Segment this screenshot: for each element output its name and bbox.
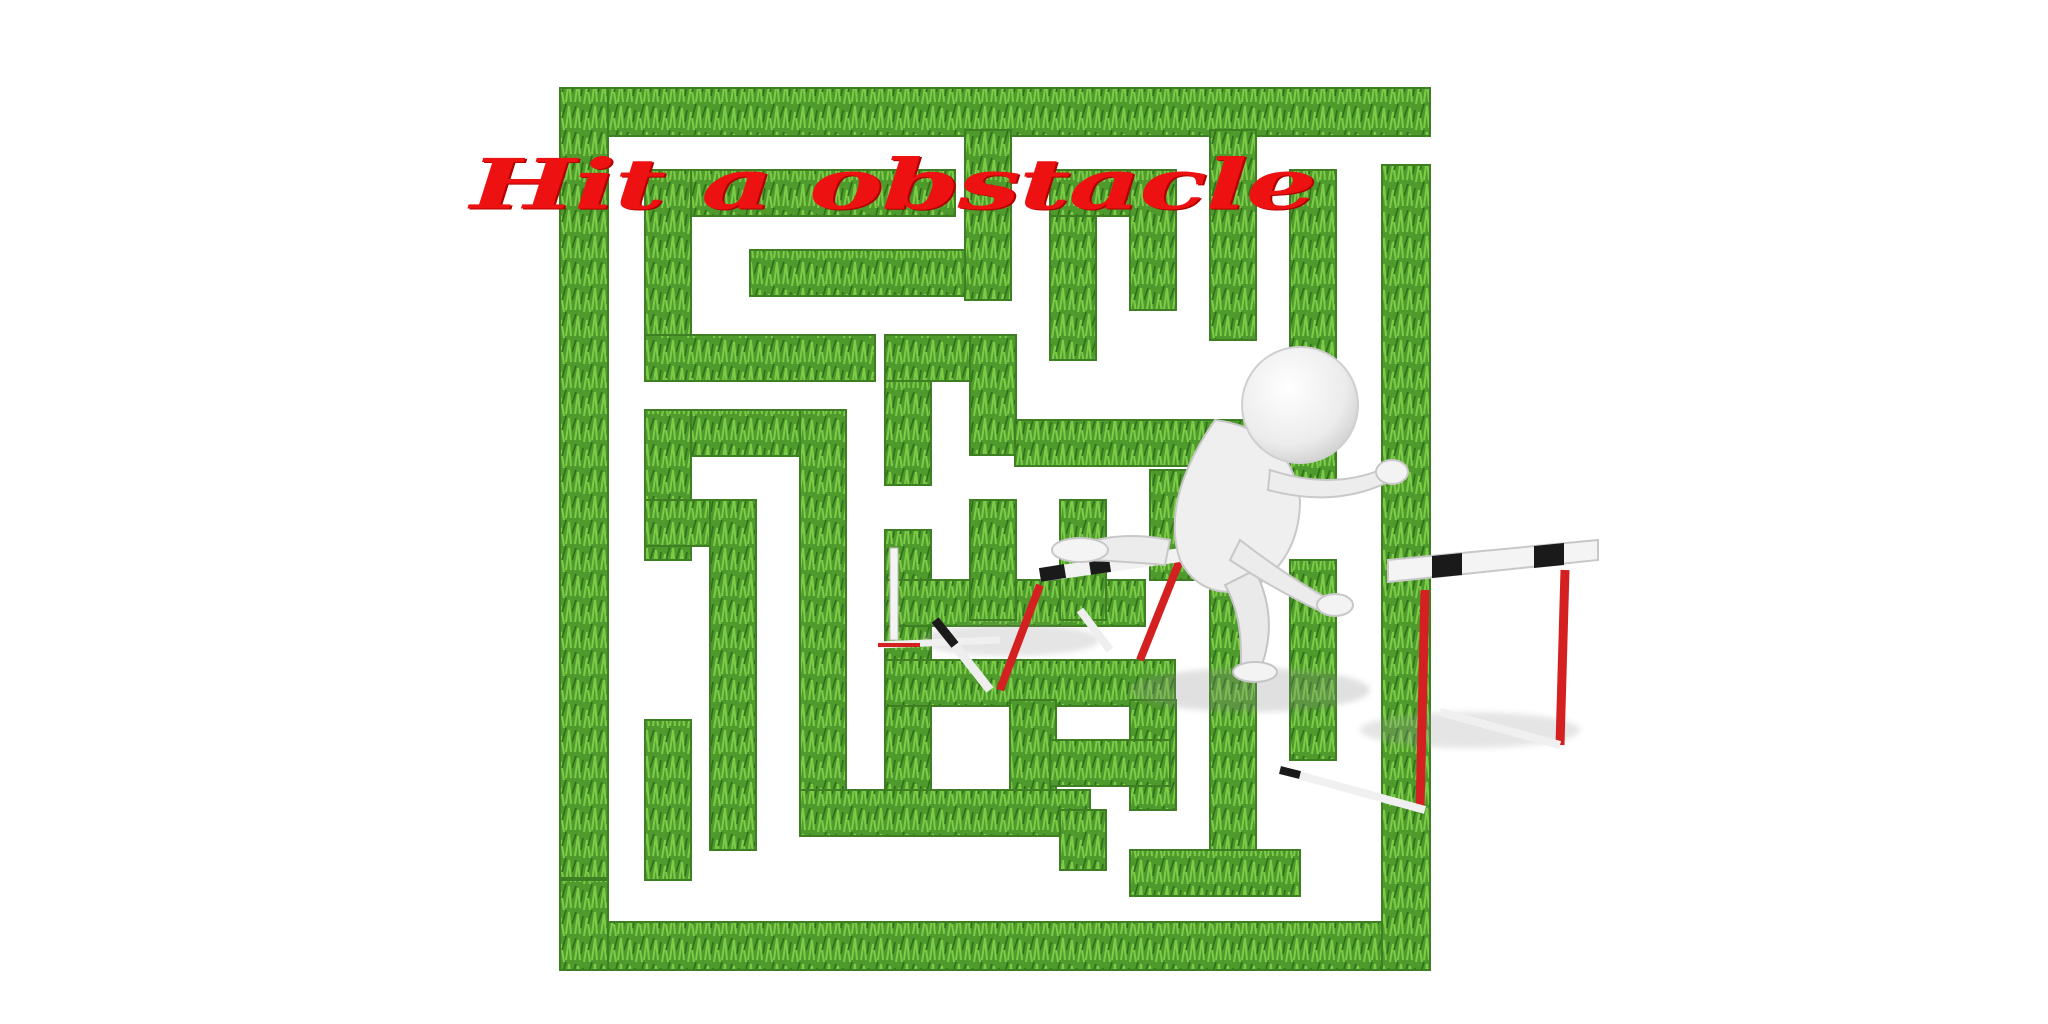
stick-figure — [1051, 346, 1409, 683]
caption-text: Hit a obstacle — [470, 143, 1317, 226]
fallen-hurdle — [877, 547, 1114, 693]
standing-hurdle — [1278, 538, 1599, 814]
ground-shadows — [920, 624, 1580, 748]
